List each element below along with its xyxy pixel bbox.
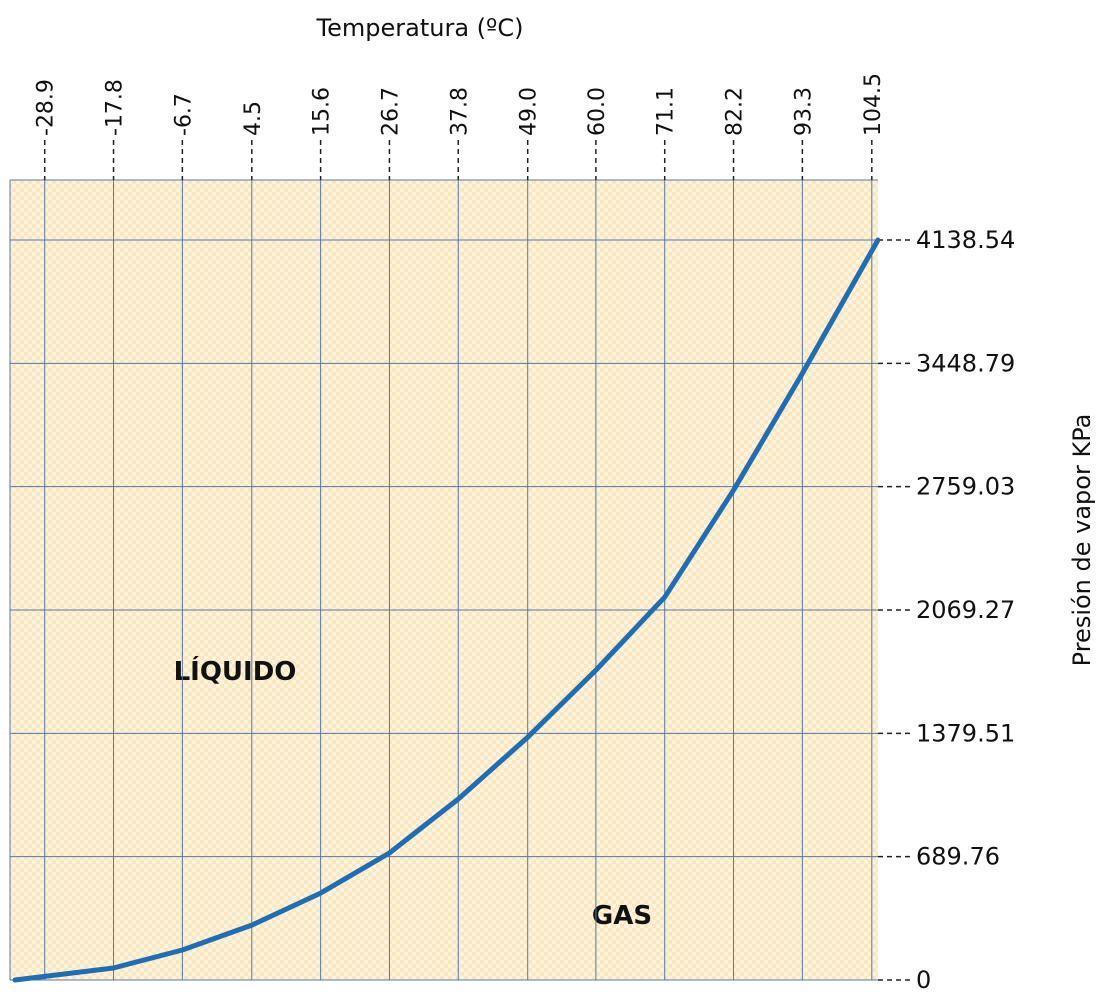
y-tick-label: 3448.79 <box>916 349 1015 377</box>
x-tick-label: 4.5 <box>241 101 266 136</box>
y-tick-label: 0 <box>916 966 931 994</box>
x-tick-label: -28.9 <box>34 79 59 136</box>
line <box>12 237 881 983</box>
annotation: GAS <box>592 901 652 931</box>
y-tick-label: 2069.27 <box>916 596 1015 624</box>
x-tick-label: 82.2 <box>723 87 748 136</box>
x-tick-label: 60.0 <box>585 87 610 136</box>
y-tick-label: 1379.51 <box>916 719 1015 747</box>
y-tick-label: 689.76 <box>916 843 1000 871</box>
chart-title: Temperatura (ºC) <box>316 14 524 42</box>
plot-background <box>10 180 878 980</box>
y-tick-label: 2759.03 <box>916 473 1015 501</box>
x-tick-label: 49.0 <box>517 87 542 136</box>
x-tick-label: 71.1 <box>654 87 679 136</box>
x-tick-label: 15.6 <box>310 87 335 136</box>
x-tick-label: 104.5 <box>861 73 886 136</box>
x-tick-label: -6.7 <box>171 93 196 136</box>
y-tick-label: 4138.54 <box>916 226 1015 254</box>
x-tick-label: 37.8 <box>447 87 472 136</box>
annotation: LÍQUIDO <box>174 655 297 687</box>
y-axis-label: Presión de vapor KPa <box>1068 414 1096 667</box>
x-tick-label: 93.3 <box>791 87 816 136</box>
x-tick-label: 26.7 <box>378 87 403 136</box>
x-tick-label: -17.8 <box>103 79 128 136</box>
